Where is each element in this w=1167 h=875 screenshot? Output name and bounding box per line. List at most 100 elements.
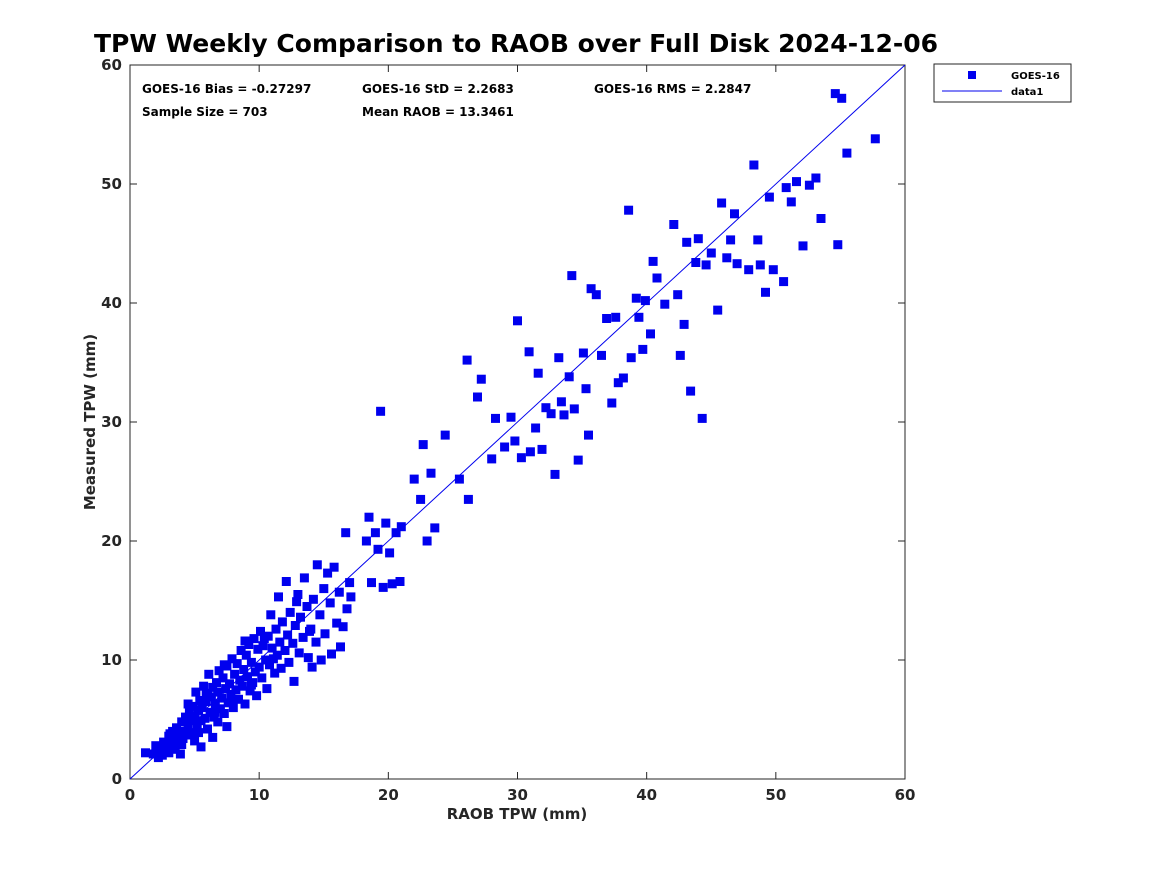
data-point [373, 544, 383, 554]
data-point [804, 180, 814, 190]
data-point [837, 93, 847, 103]
data-point [141, 748, 150, 758]
data-point [194, 728, 203, 738]
data-point [236, 646, 246, 655]
data-point [341, 528, 351, 538]
data-point [228, 703, 238, 713]
data-point [697, 413, 707, 423]
data-point [172, 723, 181, 733]
data-point [271, 624, 281, 634]
legend-label-data1: data1 [1011, 87, 1043, 98]
data-point [294, 648, 304, 658]
data-point [226, 690, 236, 699]
data-point [611, 312, 621, 322]
data-point [175, 749, 185, 759]
data-point [192, 722, 202, 732]
data-point [257, 673, 267, 683]
data-point [217, 693, 227, 703]
data-point [311, 637, 321, 647]
data-point [227, 694, 237, 704]
data-point [569, 404, 579, 414]
data-point [183, 699, 193, 709]
data-point [387, 579, 397, 589]
data-point [346, 592, 356, 602]
data-point [607, 398, 617, 408]
data-point [288, 638, 298, 648]
data-point [302, 602, 312, 611]
data-point [669, 220, 679, 229]
data-point [332, 618, 342, 628]
data-point [409, 474, 419, 484]
x-axis-label: RAOB TPW (mm) [447, 805, 588, 823]
data-point [336, 642, 345, 652]
data-point [205, 707, 215, 717]
data-point [713, 305, 723, 315]
data-point [626, 353, 636, 363]
data-point [268, 654, 278, 664]
data-point [591, 290, 601, 300]
data-point [755, 260, 765, 270]
data-point [195, 696, 205, 705]
identity-line-layer [129, 64, 906, 780]
data-point [440, 430, 450, 440]
data-point [285, 607, 295, 617]
data-point [199, 681, 209, 691]
data-point [648, 256, 658, 266]
data-point [597, 350, 606, 360]
data-point [586, 284, 596, 294]
data-point [201, 697, 211, 707]
data-point [473, 392, 482, 402]
data-point [177, 717, 187, 727]
data-point [241, 650, 251, 660]
data-point [305, 626, 314, 636]
data-point [266, 610, 276, 620]
chart-title: TPW Weekly Comparison to RAOB over Full … [94, 29, 938, 58]
data-point [364, 512, 374, 522]
data-point [584, 430, 593, 440]
data-point [744, 265, 754, 275]
data-point [463, 494, 473, 504]
data-point [717, 198, 727, 208]
data-point [239, 665, 249, 674]
stat-mean-raob: Mean RAOB = 13.3461 [362, 105, 514, 119]
data-point [686, 386, 696, 396]
data-point [253, 644, 263, 654]
data-point [243, 672, 252, 682]
data-point [215, 704, 225, 714]
data-point [730, 209, 739, 219]
data-point [675, 350, 685, 360]
y-tick-label: 0 [112, 770, 122, 788]
data-point [726, 235, 736, 245]
data-point [533, 368, 543, 378]
x-tick-label: 20 [378, 786, 399, 804]
data-point [250, 667, 260, 677]
data-point [303, 653, 313, 663]
data-point [779, 277, 789, 287]
data-point [284, 657, 294, 667]
data-point [151, 741, 161, 751]
data-point [476, 374, 486, 384]
data-point [510, 436, 520, 446]
data-point [581, 384, 591, 394]
data-point [652, 273, 662, 283]
data-point [201, 688, 211, 698]
data-point [516, 453, 526, 463]
data-point [706, 248, 716, 258]
data-point [430, 523, 440, 533]
data-point [155, 745, 165, 755]
data-point [646, 329, 655, 339]
data-point [385, 548, 395, 558]
data-point [753, 235, 763, 245]
data-point [159, 737, 169, 747]
data-point [602, 314, 612, 323]
data-point [219, 709, 229, 718]
data-point [786, 197, 796, 207]
data-point [275, 637, 285, 647]
data-point [252, 691, 262, 701]
data-point [426, 468, 436, 478]
data-point [240, 699, 250, 709]
data-point [537, 444, 547, 454]
data-point [506, 412, 516, 422]
data-point [830, 89, 840, 99]
